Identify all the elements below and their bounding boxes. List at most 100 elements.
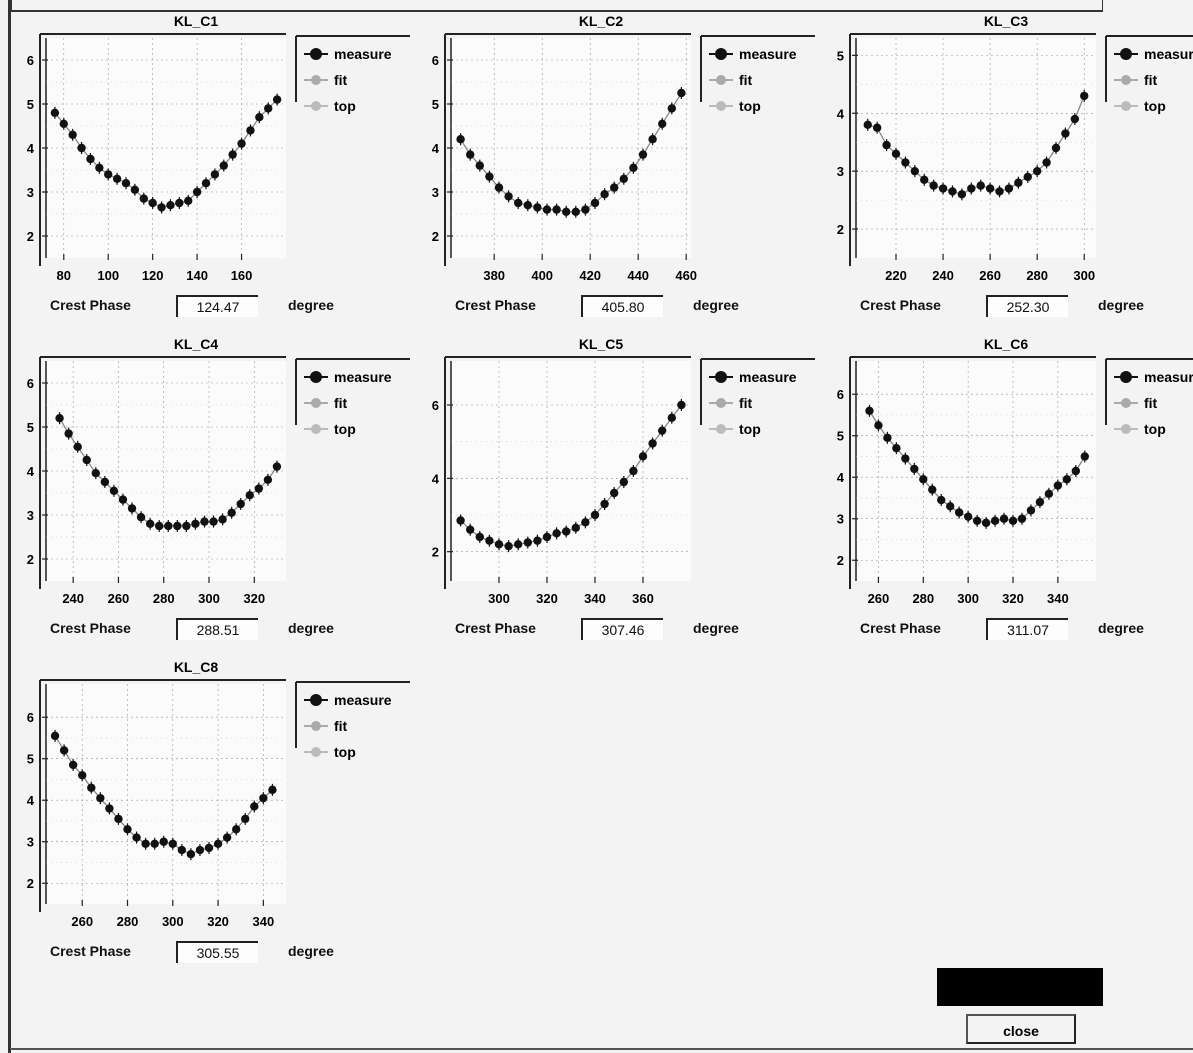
x-tick-label: 360 (632, 591, 654, 606)
chart-svg: KL_C6 2 3 4 5 6 260 280 300 320 340 measure fit top (837, 336, 1193, 606)
measure-point (985, 184, 995, 193)
y-tick-label: 4 (837, 106, 845, 121)
chart-panel: KL_C6 2 3 4 5 6 260 280 300 320 340 measure fit top Cr… (820, 333, 1193, 653)
crest-phase-value-field[interactable]: 311.07 (986, 618, 1068, 640)
chart-title: KL_C8 (174, 659, 219, 675)
y-tick-label: 2 (432, 229, 439, 244)
crest-phase-value-field[interactable]: 124.47 (176, 295, 258, 317)
x-tick-label: 260 (979, 268, 1001, 283)
measure-point (954, 508, 964, 517)
crest-phase-unit: degree (693, 620, 739, 636)
measure-point (972, 516, 982, 526)
legend-label: fit (739, 72, 753, 88)
measure-point (166, 201, 175, 210)
legend-label: fit (334, 72, 348, 88)
measure-point (494, 540, 504, 549)
measure-point (872, 123, 882, 132)
y-tick-label: 5 (27, 97, 34, 112)
measure-point (182, 521, 191, 531)
measure-point (874, 421, 883, 430)
x-tick-label: 400 (531, 268, 553, 283)
measure-point (87, 783, 96, 792)
measure-point (571, 207, 580, 216)
legend-marker (1121, 424, 1131, 434)
y-tick-label: 3 (837, 164, 844, 179)
legend-marker (311, 398, 321, 408)
window-left-border (8, 0, 11, 1053)
measure-point (1004, 184, 1014, 193)
legend-label: measure (1144, 369, 1193, 385)
measure-point (948, 187, 957, 196)
crest-phase-value-field[interactable]: 288.51 (176, 618, 258, 640)
measure-point (1032, 166, 1042, 176)
measure-point (59, 119, 68, 128)
legend-label: fit (334, 718, 348, 734)
measure-point (504, 541, 513, 551)
measure-point (236, 499, 245, 509)
y-tick-label: 6 (432, 53, 439, 68)
measure-point (264, 104, 273, 113)
x-tick-label: 220 (885, 268, 907, 283)
window-top-border (10, 0, 1103, 12)
close-button[interactable]: close (966, 1014, 1076, 1044)
y-tick-label: 2 (837, 553, 844, 568)
x-tick-label: 260 (108, 591, 130, 606)
crest-phase-label: Crest Phase (860, 297, 941, 313)
measure-point (100, 477, 110, 487)
crest-phase-value-field[interactable]: 305.55 (176, 941, 258, 963)
measure-point (995, 187, 1004, 196)
measure-point (648, 439, 657, 448)
measure-point (892, 443, 901, 453)
legend-label: top (1144, 98, 1166, 114)
crest-phase-label: Crest Phase (860, 620, 941, 636)
crest-phase-label: Crest Phase (50, 943, 131, 959)
measure-point (127, 504, 137, 513)
x-tick-label: 280 (912, 591, 934, 606)
y-tick-label: 2 (432, 545, 439, 560)
legend-label: measure (334, 46, 392, 62)
measure-point (677, 400, 686, 410)
measure-point (50, 108, 60, 118)
measure-point (1044, 489, 1054, 499)
measure-point (136, 513, 146, 522)
y-tick-label: 5 (837, 429, 844, 444)
y-tick-label: 3 (837, 512, 844, 527)
measure-point (883, 433, 892, 442)
crest-phase-label: Crest Phase (50, 620, 131, 636)
y-tick-label: 6 (27, 376, 34, 391)
y-tick-label: 4 (837, 470, 845, 485)
measure-point (981, 518, 991, 528)
measure-point (227, 508, 236, 517)
x-tick-label: 460 (675, 268, 697, 283)
crest-phase-unit: degree (693, 297, 739, 313)
measure-point (255, 113, 264, 122)
measure-point (1071, 466, 1081, 476)
measure-point (600, 190, 609, 199)
crest-phase-value-field[interactable]: 405.80 (581, 295, 663, 317)
crest-phase-unit: degree (1098, 297, 1144, 313)
measure-point (259, 793, 268, 803)
legend-label: top (739, 421, 761, 437)
measure-point (1008, 516, 1018, 526)
measure-point (928, 485, 937, 494)
black-button[interactable] (937, 968, 1103, 1006)
y-tick-label: 6 (432, 398, 439, 413)
x-tick-label: 320 (1002, 591, 1024, 606)
measure-point (177, 845, 187, 855)
x-tick-label: 300 (1073, 268, 1095, 283)
measure-point (1053, 481, 1063, 490)
legend-marker (716, 101, 726, 111)
measure-point (976, 181, 985, 190)
crest-phase-value-field[interactable]: 307.46 (581, 618, 663, 640)
measure-point (552, 205, 561, 214)
y-tick-label: 4 (27, 793, 35, 808)
measure-point (82, 455, 91, 465)
measure-point (629, 466, 638, 476)
legend-marker (716, 75, 726, 85)
crest-phase-value-field[interactable]: 252.30 (986, 295, 1068, 317)
crest-phase-row: Crest Phase 307.46 degree (415, 618, 815, 642)
measure-point (64, 429, 73, 438)
x-tick-label: 140 (186, 268, 208, 283)
measure-point (1051, 143, 1061, 153)
legend-marker (311, 75, 321, 85)
